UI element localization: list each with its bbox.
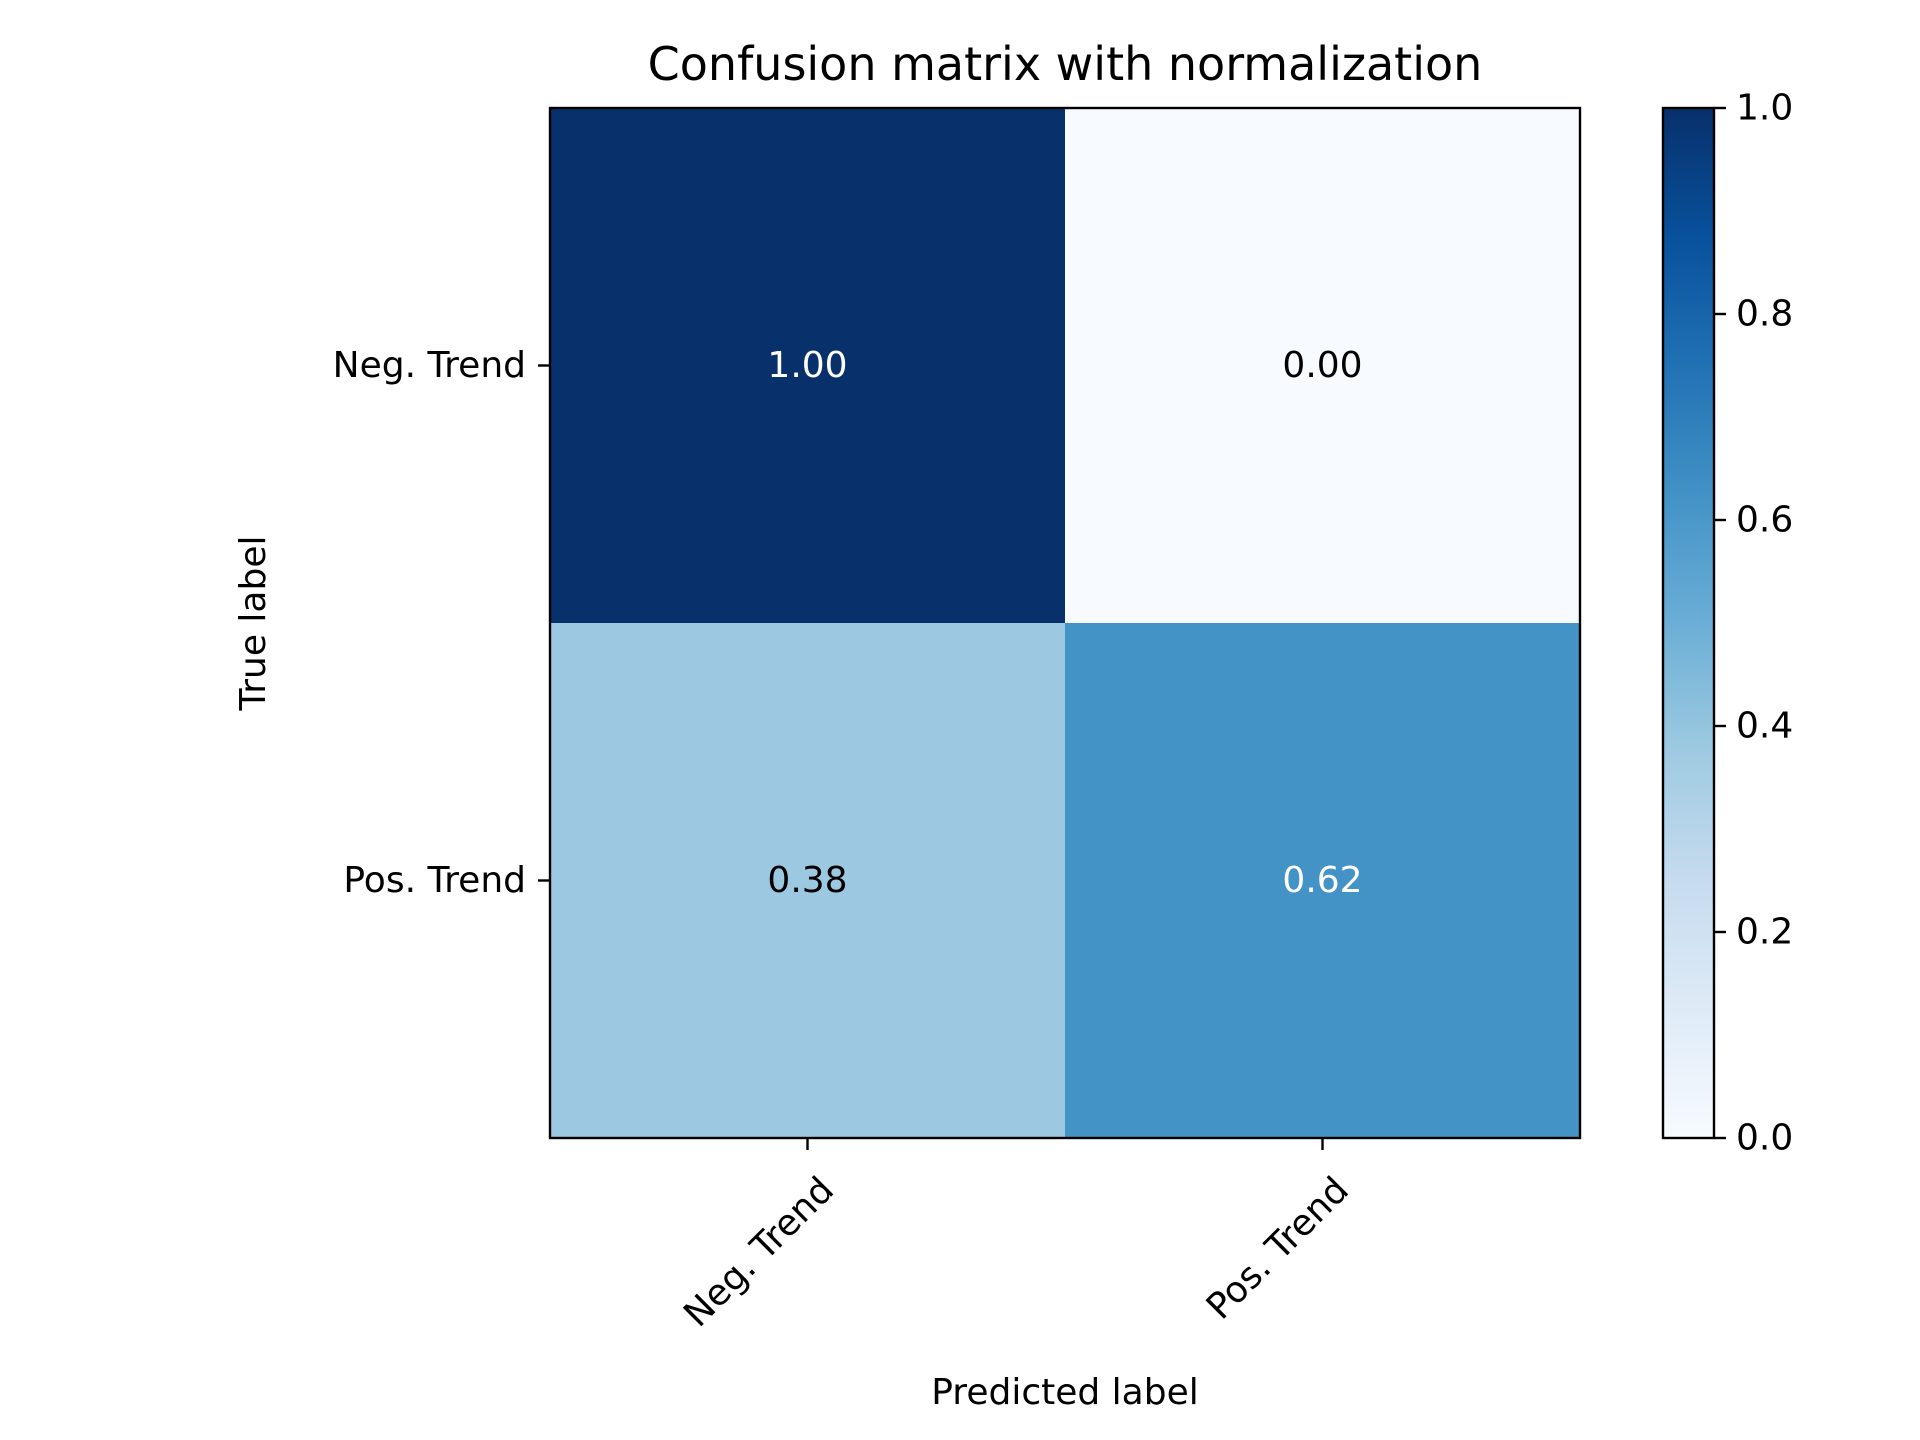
heatmap-frame <box>548 106 1582 1140</box>
colorbar-ticks: 0.0 0.2 0.4 0.6 0.8 1.0 <box>1714 88 1793 1159</box>
heatmap-cell-label-r0-c1: 0.00 <box>1282 345 1362 386</box>
x-tick-label: Neg. Trend <box>676 1169 842 1335</box>
colorbar-tick-label: 0.6 <box>1736 500 1793 541</box>
x-axis-label: Predicted label <box>931 1372 1199 1413</box>
heatmap-cell-r0-c0 <box>550 108 1066 624</box>
colorbar-frame <box>1661 106 1716 1140</box>
heatmap-cell-label-r0-c0: 1.00 <box>767 345 847 386</box>
colorbar-tick-label: 0.2 <box>1736 912 1793 953</box>
colorbar <box>1663 108 1714 1138</box>
colorbar-tick-label: 0.4 <box>1736 706 1793 747</box>
y-axis-ticks: Neg. Trend Pos. Trend <box>333 345 550 901</box>
x-axis-ticks: Neg. Trend Pos. Trend <box>676 1138 1357 1335</box>
y-tick-label: Neg. Trend <box>333 345 526 386</box>
heatmap-cell-label-r1-c0: 0.38 <box>767 860 847 901</box>
y-axis-label: True label <box>233 536 274 712</box>
heatmap-cell-r0-c1 <box>1065 108 1581 624</box>
colorbar-tick-label: 0.0 <box>1736 1118 1793 1159</box>
heatmap-cell-r1-c0 <box>550 623 1066 1139</box>
colorbar-tick-label: 1.0 <box>1736 88 1793 129</box>
heatmap-cells: 1.00 0.00 0.38 0.62 <box>550 108 1581 1139</box>
x-tick-label: Pos. Trend <box>1199 1169 1357 1327</box>
chart-title: Confusion matrix with normalization <box>648 37 1483 91</box>
y-tick-label: Pos. Trend <box>343 860 526 901</box>
heatmap-cell-label-r1-c1: 0.62 <box>1282 860 1362 901</box>
heatmap-cell-r1-c1 <box>1065 623 1581 1139</box>
colorbar-tick-label: 0.8 <box>1736 294 1793 335</box>
